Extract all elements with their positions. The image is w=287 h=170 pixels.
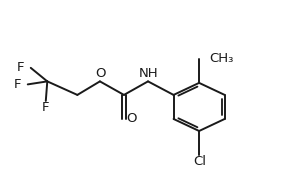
Text: F: F bbox=[42, 101, 50, 114]
Text: F: F bbox=[14, 78, 22, 91]
Text: Cl: Cl bbox=[193, 155, 206, 168]
Text: CH₃: CH₃ bbox=[210, 52, 234, 65]
Text: NH: NH bbox=[139, 67, 158, 80]
Text: O: O bbox=[95, 67, 106, 80]
Text: O: O bbox=[126, 113, 137, 125]
Text: F: F bbox=[17, 61, 25, 74]
